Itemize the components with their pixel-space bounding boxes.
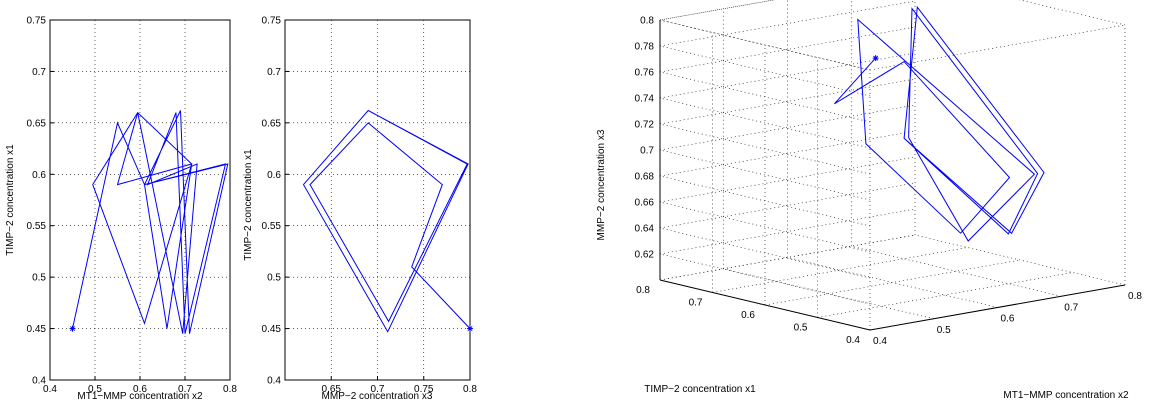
z-tick-label-3d: 0.62	[635, 250, 655, 261]
trajectory-line	[302, 109, 471, 333]
grid-line-y-floor	[712, 247, 968, 293]
x-tick-label-3d: 0.4	[873, 336, 887, 347]
y-tick-label-3d: 0.7	[689, 298, 703, 309]
y-tick-label: 0.75	[262, 16, 282, 27]
y-axis-label-1: TIMP−2 concentration x1	[5, 144, 16, 256]
y-tick-label: 0.65	[27, 118, 47, 129]
x-axis-label-1: MT1−MMP concentration x2	[77, 391, 203, 402]
start-marker	[467, 325, 473, 332]
y-tick-label-3d: 0.6	[741, 310, 755, 321]
y-tick-label-3d: 0.5	[794, 323, 808, 334]
y-tick-label-3d: 0.4	[846, 335, 860, 346]
z-tick-label-3d: 0.76	[635, 68, 655, 79]
x-tick-label: 0.65	[322, 384, 342, 395]
y-tick-label: 0.7	[32, 67, 46, 78]
trajectory-line	[92, 111, 193, 325]
y-tick-label: 0.6	[267, 170, 281, 181]
z-tick-label-3d: 0.68	[635, 172, 655, 183]
y-tick-label: 0.55	[262, 221, 282, 232]
grid-line-z-back	[659, 0, 916, 47]
grid-line-x-floor	[851, 245, 1062, 297]
y-axis-label-2: TIMP−2 concentration x1	[243, 149, 254, 261]
grid-line-y-floor	[817, 272, 1073, 318]
grid-line-x-floor	[787, 257, 998, 308]
z-tick-label-3d: 0.66	[635, 198, 655, 209]
y-tick-label: 0.5	[32, 273, 46, 284]
z-axis-label-3d: MMP−2 concentration x3	[596, 129, 607, 240]
x-tick-label: 0.5	[88, 384, 102, 395]
z-tick-label-3d: 0.74	[635, 94, 655, 105]
x-tick-label: 0.7	[371, 384, 385, 395]
trajectory-line	[72, 110, 229, 334]
chart-panel-1: 0.4 0.5 0.6 0.7 0.8 0.4 0.45 0.5 0.55 0.6 0.65 0.7 0…	[5, 16, 237, 403]
x-axis-label-3d: MT1−MMP concentration x2	[1003, 390, 1129, 401]
x-tick-label-3d: 0.7	[1064, 302, 1078, 313]
grid-line-y-floor	[764, 259, 1021, 306]
start-marker-3d	[872, 55, 879, 62]
x-tick-label: 0.75	[414, 384, 434, 395]
x-tick-label-3d: 0.6	[1001, 314, 1015, 325]
z-tick-label-3d: 0.72	[635, 120, 655, 131]
y-tick-label: 0.7	[267, 67, 281, 78]
trajectory-line-3d	[834, 5, 1045, 242]
z-tick-label-3d: 0.78	[635, 42, 655, 53]
z-tick-label-3d: 0.7	[640, 146, 654, 157]
grid-line-z-back	[659, 208, 916, 255]
y-axis-label-3d: TIMP−2 concentration x1	[644, 384, 756, 395]
grid-line-z-back	[659, 156, 916, 203]
x-tick-label-3d: 0.8	[1128, 291, 1142, 302]
y-axis-line-3d	[659, 279, 871, 331]
x-tick-label: 0.7	[178, 384, 192, 395]
x-tick-label: 0.8	[223, 384, 237, 395]
y-tick-label: 0.4	[267, 376, 281, 387]
z-tick-label-3d: 0.64	[635, 224, 655, 235]
chart-panel-2: 0.65 0.7 0.75 0.8 0.4 0.45 0.5 0.55 0.6 0.65 0.7 0.…	[243, 16, 477, 403]
grid-box-top	[1018, 0, 1126, 26]
grid-line-z-back	[659, 104, 916, 151]
x-axis-line-3d	[869, 284, 1126, 331]
y-tick-label: 0.55	[27, 221, 47, 232]
x-axis-label-2: MMP−2 concentration x3	[322, 391, 433, 402]
y-tick-label: 0.45	[27, 324, 47, 335]
y-tick-label: 0.4	[32, 376, 46, 387]
x-tick-label: 0.4	[43, 384, 57, 395]
y-tick-label: 0.75	[27, 16, 47, 27]
chart-panel-3d: 0.4 0.5 0.6 0.7 0.8 0.4 0.5 0.6 0.7 0.8 0.62 0.64 0.…	[596, 0, 1142, 401]
y-tick-label-3d: 0.8	[636, 285, 650, 296]
x-tick-label-3d: 0.5	[937, 325, 951, 336]
x-tick-label: 0.6	[133, 384, 147, 395]
start-marker	[69, 325, 76, 332]
y-tick-label: 0.5	[267, 273, 281, 284]
y-tick-label: 0.65	[262, 118, 282, 129]
y-tick-label: 0.6	[32, 170, 46, 181]
y-tick-label: 0.45	[262, 324, 282, 335]
x-tick-label: 0.8	[463, 384, 477, 395]
z-tick-label-3d: 0.8	[640, 16, 654, 27]
